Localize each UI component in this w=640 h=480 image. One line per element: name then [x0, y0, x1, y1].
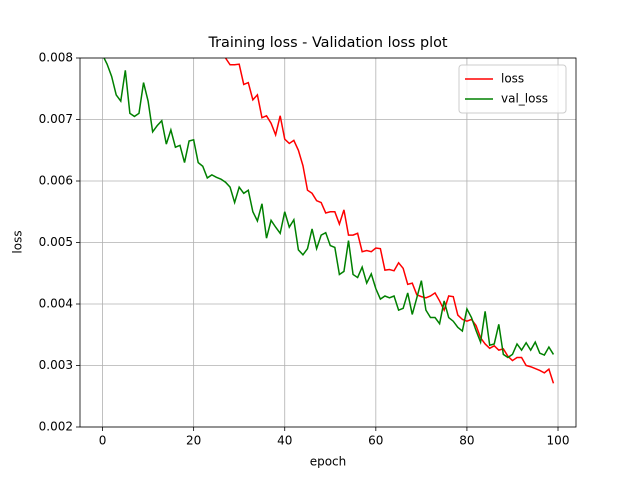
y-tick-label: 0.003	[39, 358, 73, 372]
series-line	[103, 58, 555, 359]
y-tick-label: 0.002	[39, 420, 73, 434]
y-tick-label: 0.005	[39, 235, 73, 249]
x-tick-label: 40	[277, 434, 292, 448]
series-line	[224, 58, 555, 384]
x-tick-label: 60	[368, 434, 383, 448]
grid-layer	[80, 57, 576, 428]
chart-title: Training loss - Validation loss plot	[207, 35, 447, 51]
x-tick-label: 80	[459, 434, 474, 448]
x-tick-label: 100	[547, 434, 570, 448]
y-axis-label: loss	[11, 230, 25, 253]
x-tick-label: 20	[186, 434, 201, 448]
y-tick-label: 0.008	[39, 51, 73, 65]
legend-label: loss	[501, 72, 524, 86]
legend-box	[458, 64, 567, 114]
legend-label: val_loss	[501, 92, 548, 106]
y-tick-label: 0.007	[39, 112, 73, 126]
lines-layer	[103, 58, 555, 384]
x-tick-label: 0	[99, 434, 107, 448]
y-tick-label: 0.004	[39, 297, 73, 311]
x-axis-label: epoch	[310, 455, 347, 469]
y-tick-label: 0.006	[39, 174, 73, 188]
legend: loss val_loss	[458, 64, 567, 114]
